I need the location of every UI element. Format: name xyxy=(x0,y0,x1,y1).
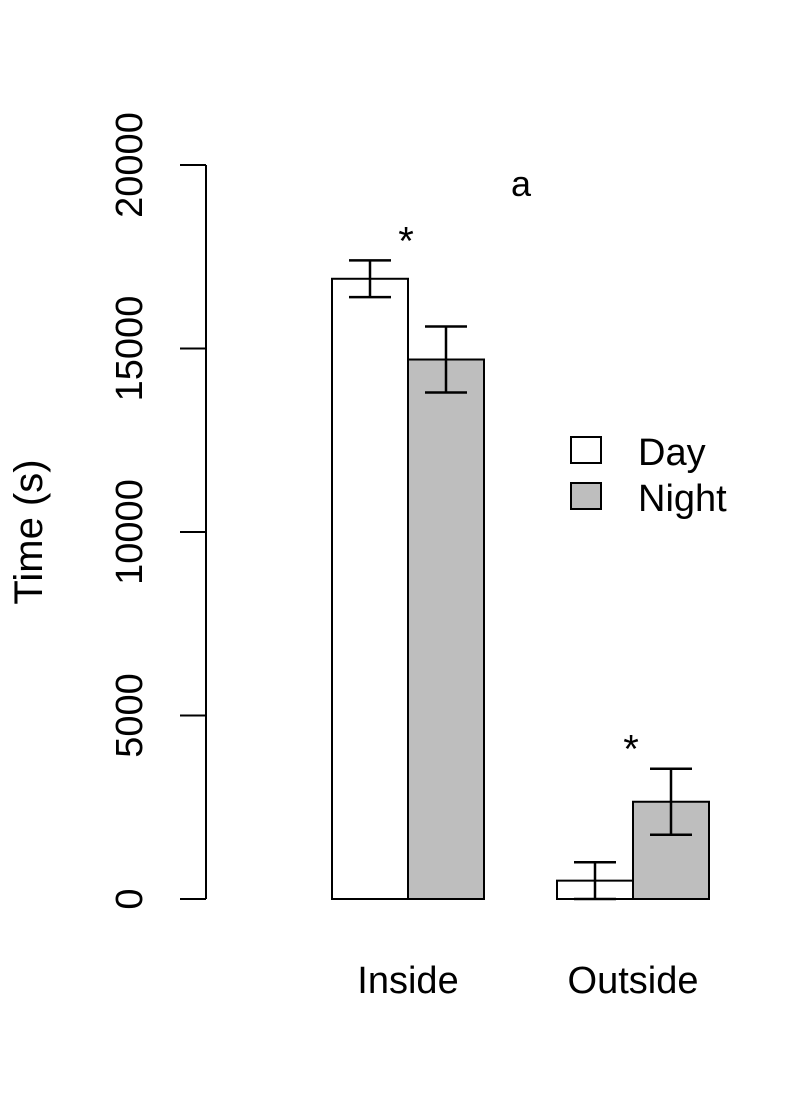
legend-swatch-day xyxy=(570,436,602,464)
y-axis: 0 5000 10000 15000 20000 xyxy=(109,112,207,910)
significance-marker: * xyxy=(398,219,414,263)
significance-marker: * xyxy=(623,728,639,772)
y-tick-label: 10000 xyxy=(109,479,151,585)
legend-label-day: Day xyxy=(638,432,706,474)
bar-day-inside xyxy=(331,277,409,900)
plot-area: Inside Outside * * xyxy=(331,219,710,1002)
x-category-label: Outside xyxy=(568,960,699,1002)
y-tick-label: 0 xyxy=(109,888,151,909)
bar-night-inside xyxy=(407,358,485,900)
y-axis-label: Time (s) xyxy=(7,459,51,604)
y-tick-label: 15000 xyxy=(109,296,151,402)
panel-label: a xyxy=(511,163,532,204)
chart-labels: Time (s) a xyxy=(7,163,532,605)
legend-swatch-night xyxy=(570,482,602,510)
legend-label-night: Night xyxy=(638,478,727,520)
y-tick-label: 5000 xyxy=(109,673,151,758)
y-tick-label: 20000 xyxy=(109,112,151,218)
x-category-label: Inside xyxy=(357,960,458,1002)
